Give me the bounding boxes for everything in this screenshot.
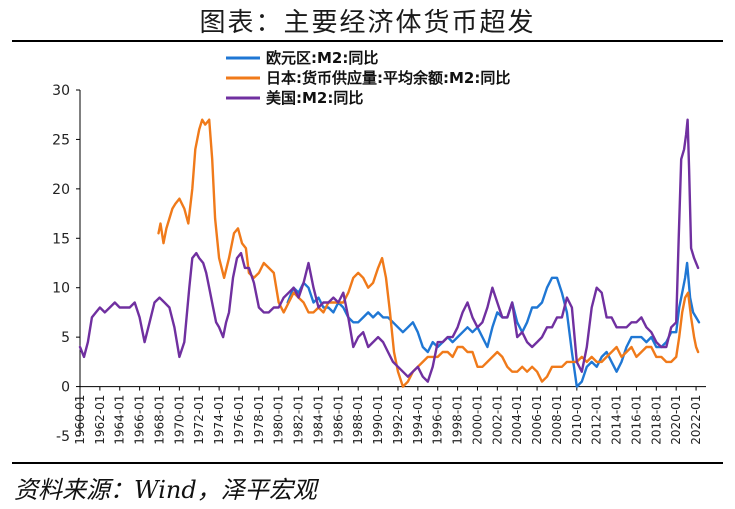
x-tick-label: 1980-01 — [272, 395, 286, 445]
x-tick-label: 1974-01 — [212, 395, 226, 445]
y-tick-label: 25 — [52, 132, 70, 148]
y-tick-label: 10 — [52, 281, 70, 297]
x-tick-label: 1990-01 — [371, 395, 385, 445]
y-tick-label: 0 — [61, 380, 70, 396]
source-note: 资料来源：Wind，泽平宏观 — [14, 476, 317, 504]
x-tick-label: 1966-01 — [133, 395, 147, 445]
legend-label-euro: 欧元区:M2:同比 — [266, 49, 378, 67]
x-tick-label: 2000-01 — [470, 395, 484, 445]
legend-label-us: 美国:M2:同比 — [266, 89, 363, 107]
x-tick-label: 1982-01 — [292, 395, 306, 445]
chart-title: 图表：主要经济体货币超发 — [199, 8, 536, 38]
chart-plot: -5 0 5 10 15 20 25 30 1960-01 1962-01 1964-01 1966-… — [52, 49, 706, 445]
x-tick-label: 2022-01 — [689, 395, 703, 445]
x-tick-label: 1978-01 — [252, 395, 266, 445]
x-tick-label: 1972-01 — [192, 395, 206, 445]
x-tick-label: 1992-01 — [391, 395, 405, 445]
footer-rule — [12, 462, 723, 464]
legend-label-japan: 日本:货币供应量:平均余额:M2:同比 — [266, 69, 510, 87]
x-tick-label: 1968-01 — [152, 395, 166, 445]
x-tick-label: 1986-01 — [331, 395, 345, 445]
y-tick-label: 15 — [52, 231, 70, 247]
x-tick-label: 1998-01 — [451, 395, 465, 445]
x-tick-label: 2016-01 — [629, 395, 643, 445]
x-tick-label: 2012-01 — [590, 395, 604, 445]
x-tick-label: 1984-01 — [311, 395, 325, 445]
x-tick-label: 1960-01 — [73, 395, 87, 445]
x-tick-label: 2020-01 — [669, 395, 683, 445]
x-tick-label: 1996-01 — [431, 395, 445, 445]
x-tick-label: 1988-01 — [351, 395, 365, 445]
x-tick-label: 2008-01 — [550, 395, 564, 445]
series-line-us — [78, 118, 700, 383]
y-tick-label: 5 — [61, 330, 70, 346]
x-tick-label: 1976-01 — [232, 395, 246, 445]
x-tick-label: 2004-01 — [510, 395, 524, 445]
y-tick-label: -5 — [56, 429, 70, 445]
x-tick-label: 2006-01 — [530, 395, 544, 445]
title-rule — [12, 40, 723, 42]
x-tick-label: 1964-01 — [113, 395, 127, 445]
x-tick-label: 2002-01 — [490, 395, 504, 445]
x-tick-label: 2010-01 — [570, 395, 584, 445]
y-tick-label: 30 — [52, 83, 70, 99]
x-tick-label: 2014-01 — [610, 395, 624, 445]
x-tick-label: 1994-01 — [411, 395, 425, 445]
x-tick-label: 2018-01 — [649, 395, 663, 445]
x-tick-label: 1970-01 — [172, 395, 186, 445]
y-tick-label: 20 — [52, 182, 70, 198]
x-tick-label: 1962-01 — [93, 395, 107, 445]
